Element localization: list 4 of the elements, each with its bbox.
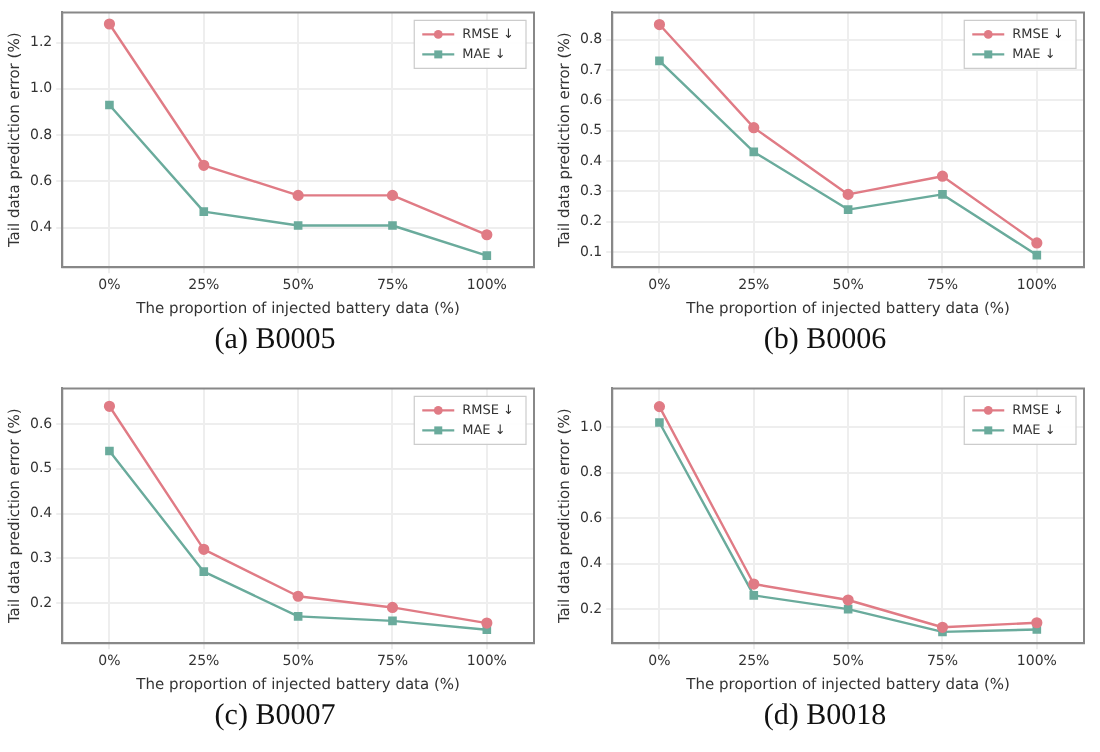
text: (b) B0006 bbox=[761, 324, 889, 358]
text: (d) B0018 bbox=[761, 700, 889, 734]
text: (c) B0007 bbox=[212, 700, 338, 734]
text: (a) B0005 bbox=[212, 324, 338, 358]
